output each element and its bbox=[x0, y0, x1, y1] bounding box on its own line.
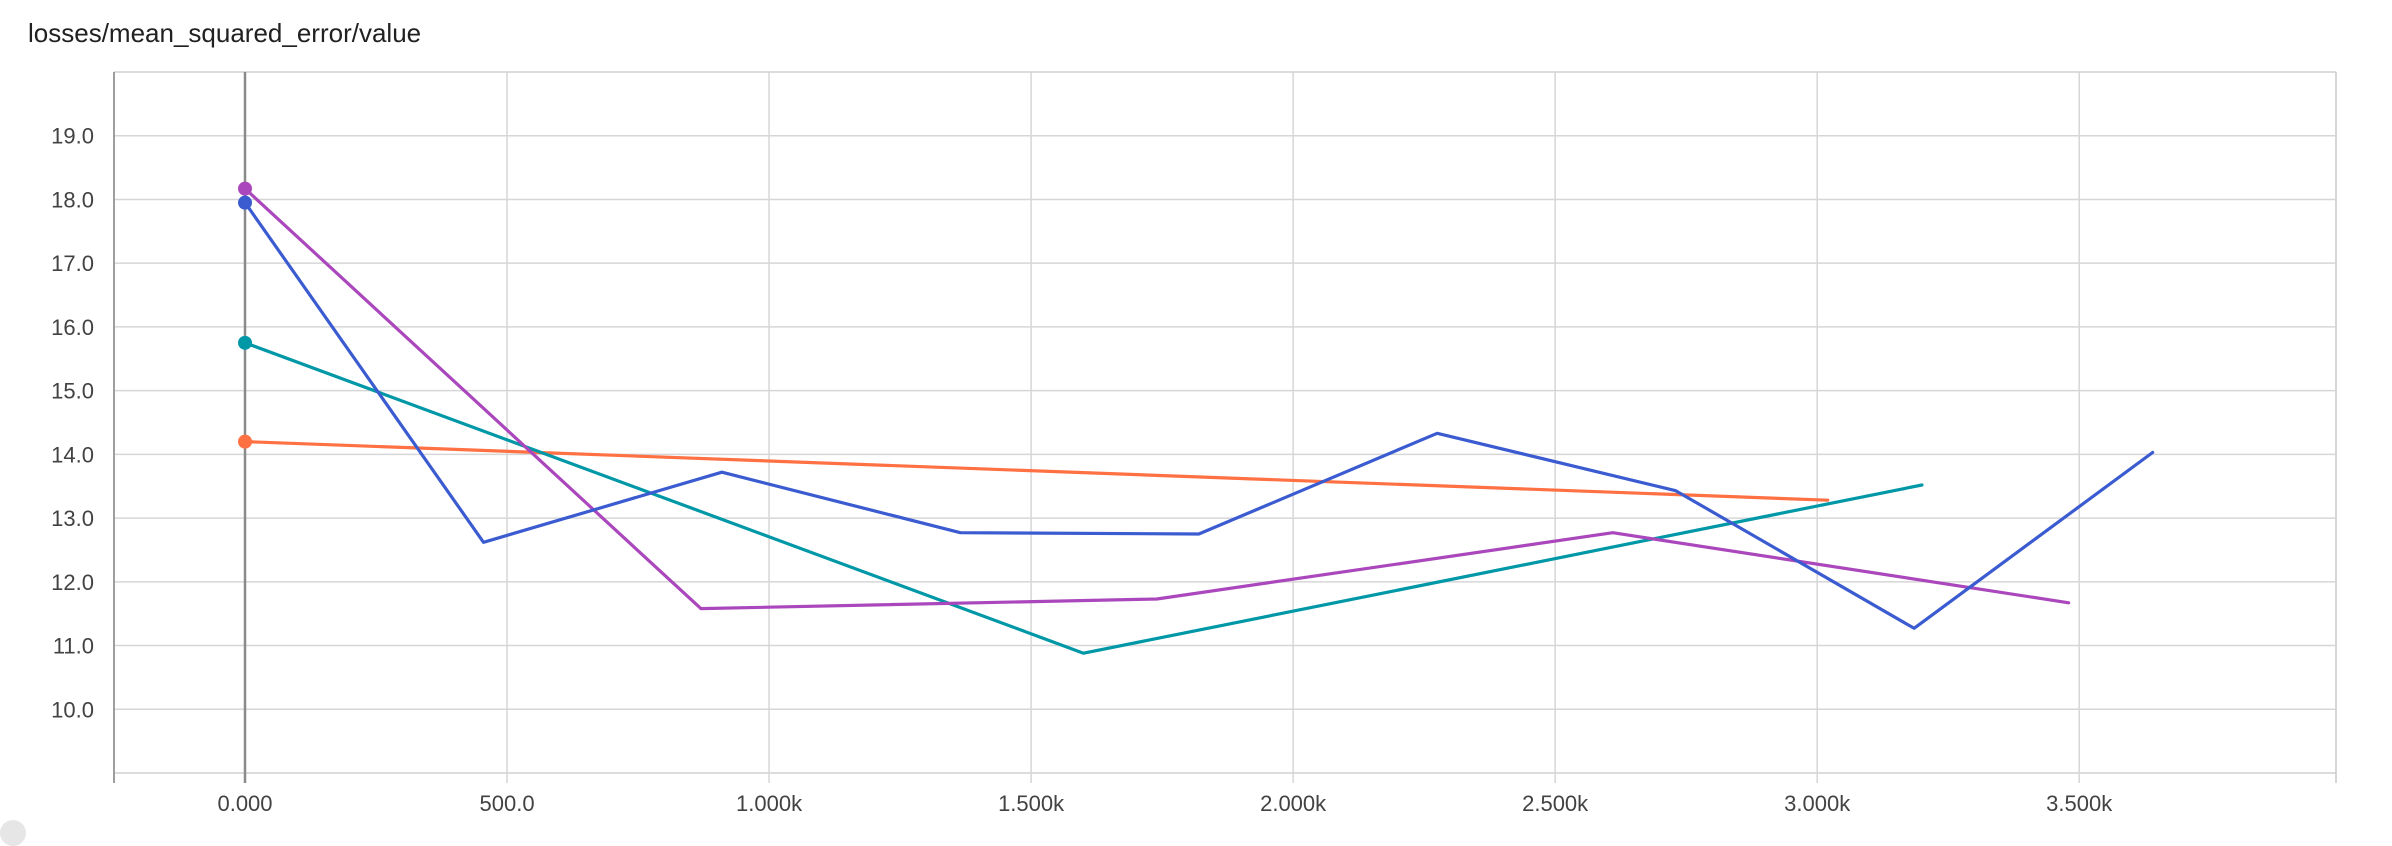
y-tick-label: 14.0 bbox=[51, 442, 94, 467]
x-tick-label: 2.500k bbox=[1522, 791, 1589, 816]
series-lines bbox=[238, 181, 2155, 655]
series-start-point-3 bbox=[238, 181, 253, 196]
x-tick-label: 3.500k bbox=[2046, 791, 2113, 816]
y-tick-label: 10.0 bbox=[51, 697, 94, 722]
x-tick-label: 1.000k bbox=[736, 791, 803, 816]
chart-title: losses/mean_squared_error/value bbox=[28, 18, 422, 48]
y-tick-label: 13.0 bbox=[51, 506, 94, 531]
series-start-point-1 bbox=[238, 434, 253, 449]
series-line-2 bbox=[243, 341, 1924, 655]
x-tick-label: 0.000 bbox=[217, 791, 272, 816]
ticks: 10.0 11.0 12.0 13.0 14.0 15.0 16.0 17.0 18.0 19.0… bbox=[51, 124, 2113, 816]
x-tick-label: 2.000k bbox=[1260, 791, 1327, 816]
x-tick-label: 500.0 bbox=[480, 791, 535, 816]
grid bbox=[114, 71, 2337, 783]
series-line-3 bbox=[243, 187, 2071, 611]
series-line-4 bbox=[243, 201, 2155, 630]
y-tick-label: 11.0 bbox=[53, 634, 94, 659]
expand-icon[interactable] bbox=[0, 820, 26, 846]
x-tick-label: 3.000k bbox=[1784, 791, 1851, 816]
y-tick-label: 18.0 bbox=[51, 187, 94, 212]
series-line-1 bbox=[243, 440, 1830, 502]
y-tick-label: 15.0 bbox=[51, 379, 94, 404]
y-tick-label: 17.0 bbox=[51, 251, 94, 276]
x-tick-label: 1.500k bbox=[998, 791, 1065, 816]
y-tick-label: 12.0 bbox=[51, 570, 94, 595]
y-tick-label: 16.0 bbox=[51, 315, 94, 340]
series-start-point-2 bbox=[238, 335, 253, 350]
y-tick-label: 19.0 bbox=[51, 124, 94, 149]
series-start-point-4 bbox=[238, 195, 253, 210]
